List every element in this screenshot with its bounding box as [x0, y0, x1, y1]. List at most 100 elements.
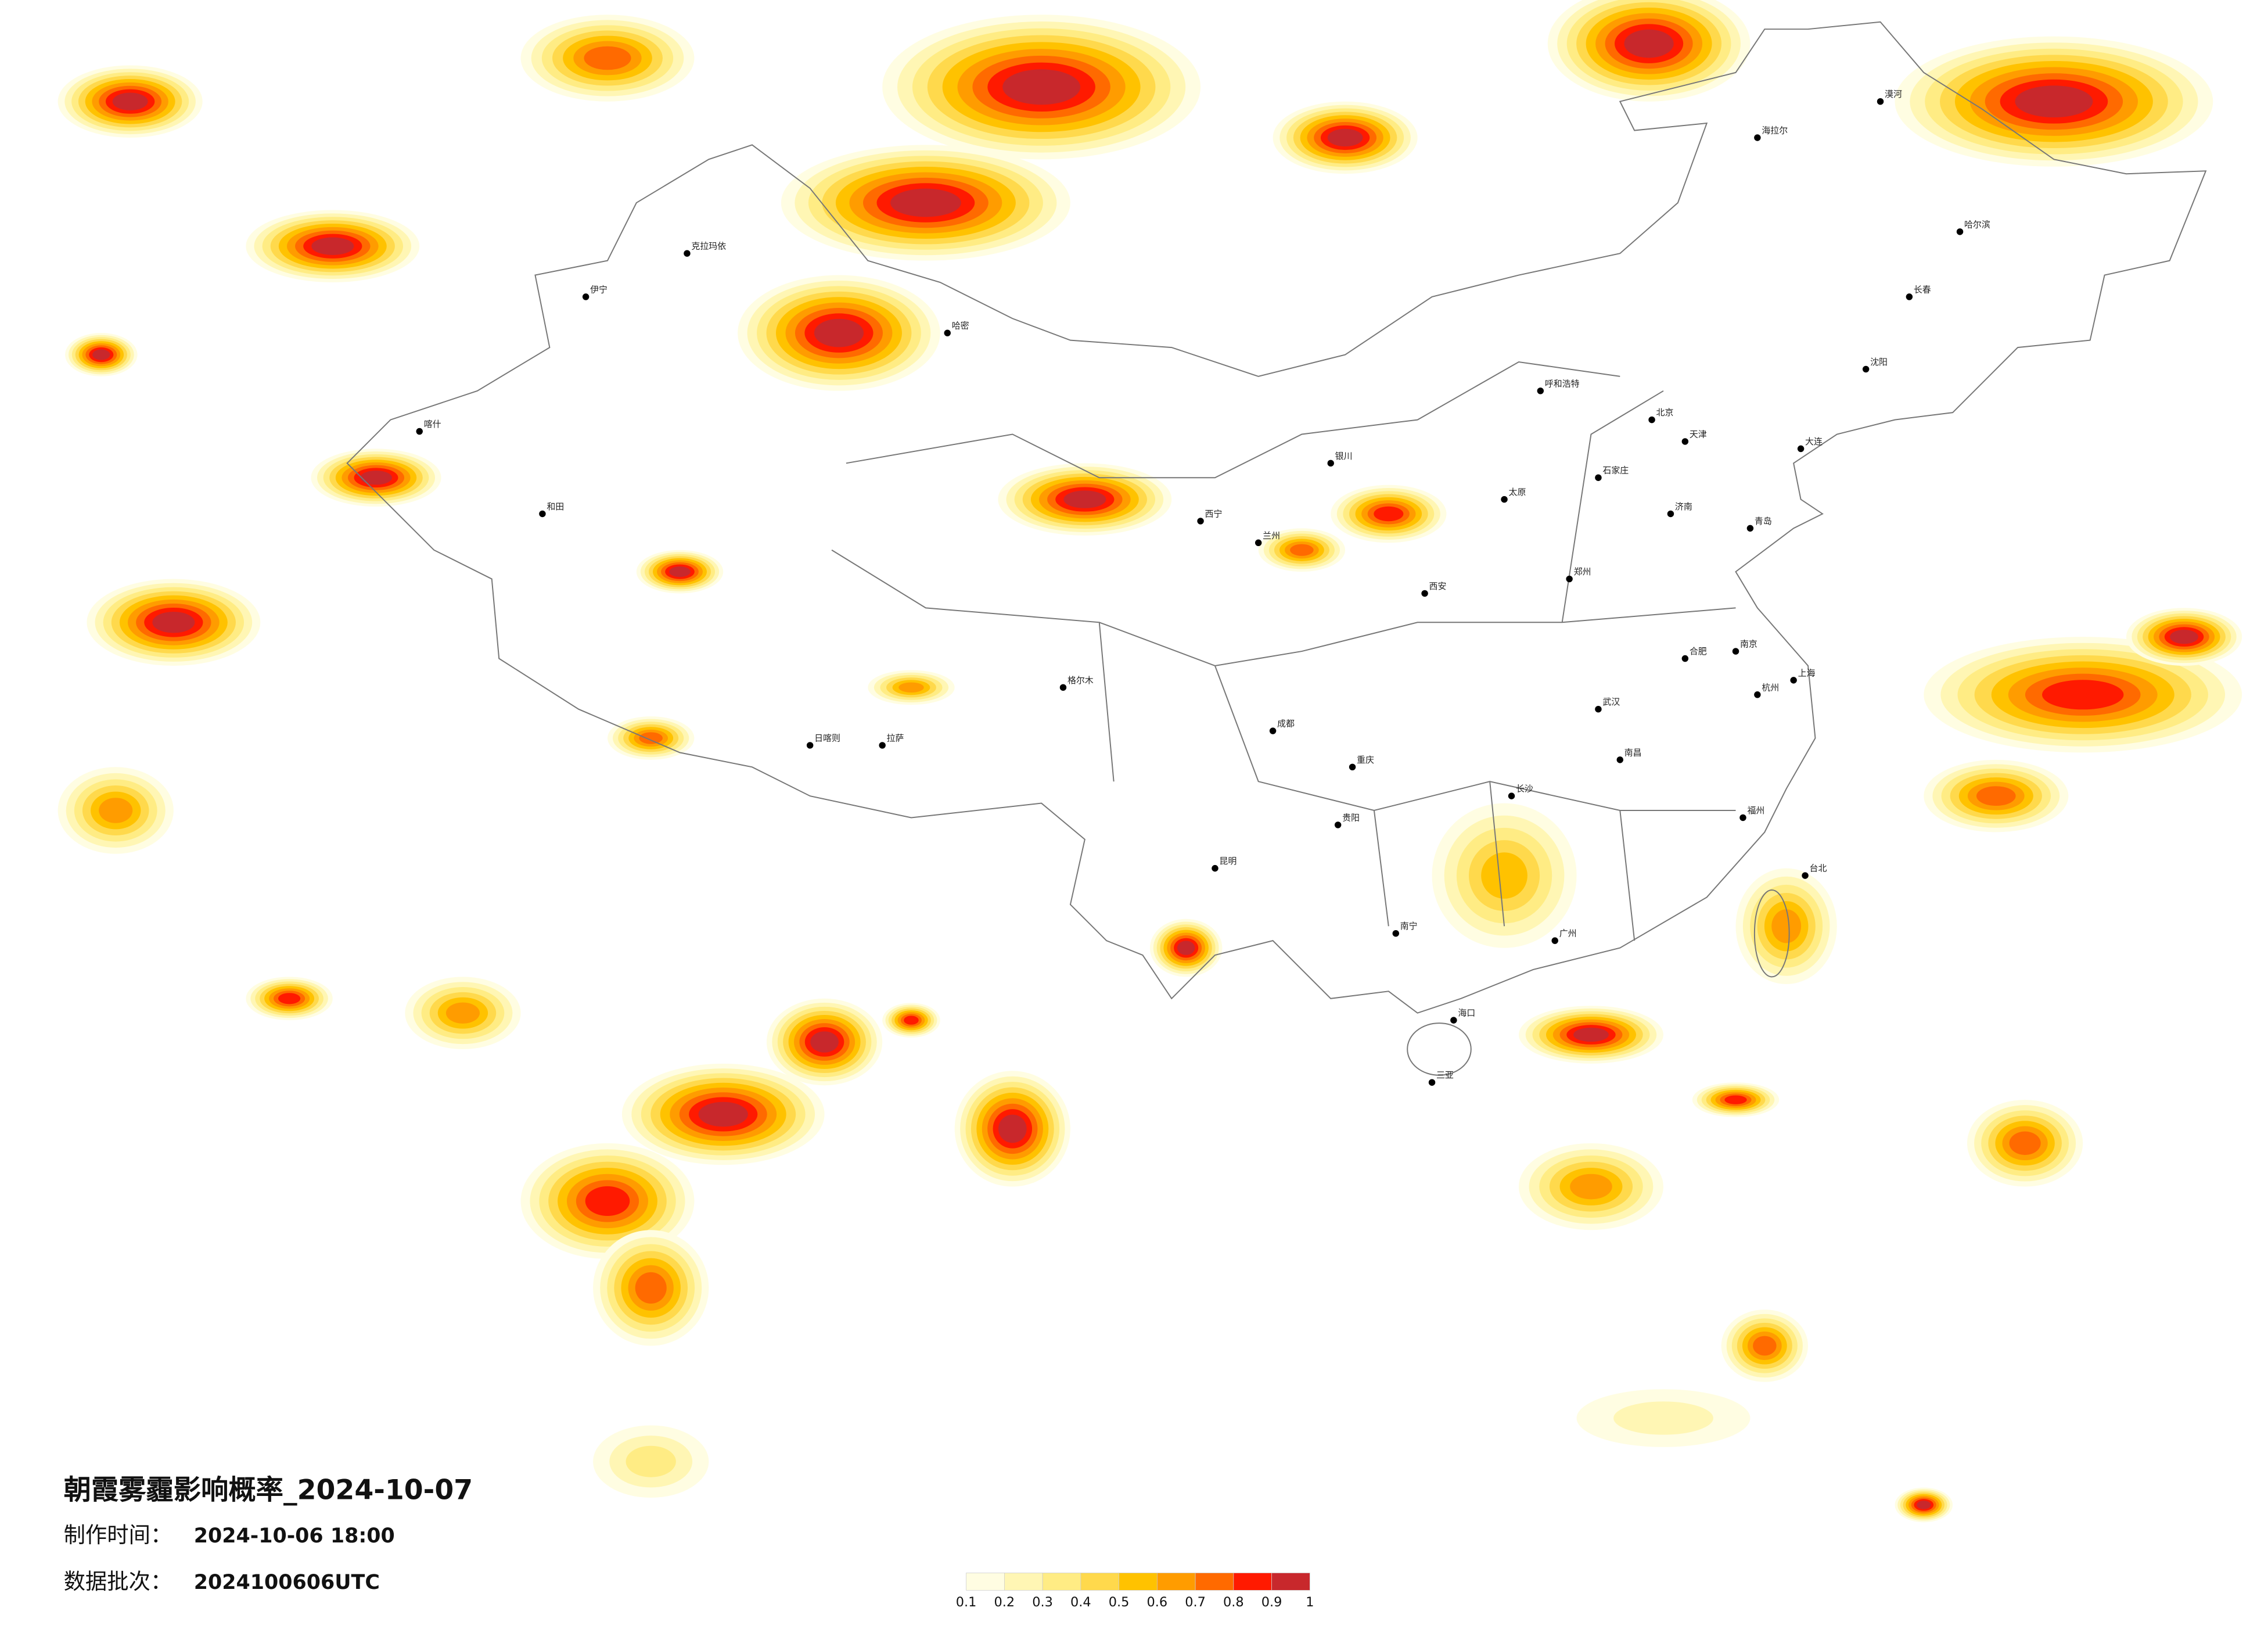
- batch-label: 数据批次：: [64, 1569, 172, 1594]
- legend-tick-label: 0.3: [1032, 1595, 1053, 1610]
- city-label: 重庆: [1357, 755, 1374, 765]
- city-label: 漠河: [1885, 89, 1902, 99]
- probability-area: [1753, 1336, 1777, 1356]
- city-dot: [1667, 510, 1674, 518]
- city-label: 南京: [1740, 639, 1757, 650]
- city-label: 昆明: [1219, 856, 1237, 866]
- city-dot: [1537, 387, 1544, 394]
- probability-area: [1624, 29, 1674, 58]
- legend-tick-label: 0.2: [994, 1595, 1015, 1610]
- city-dot: [1392, 930, 1399, 937]
- city-dot: [1956, 228, 1964, 235]
- city-label: 哈尔滨: [1964, 219, 1990, 229]
- city-label: 上海: [1798, 668, 1816, 678]
- city-dot: [944, 329, 951, 336]
- probability-area: [669, 566, 691, 577]
- legend-swatch: [1080, 1573, 1119, 1591]
- city-label: 拉萨: [887, 733, 904, 743]
- province-line: [831, 361, 1736, 941]
- city-dot: [879, 742, 886, 749]
- city-label: 青岛: [1755, 516, 1772, 526]
- city-dot: [1746, 525, 1754, 532]
- boundaries: [346, 21, 2207, 1076]
- legend-tick-label: 0.9: [1261, 1595, 1282, 1610]
- city-dot: [582, 293, 590, 300]
- city-dot: [806, 742, 814, 749]
- probability-area: [1374, 506, 1404, 522]
- probability-area: [2042, 680, 2124, 710]
- city-dot: [1595, 474, 1602, 481]
- city-label: 郑州: [1574, 566, 1591, 577]
- legend: 0.1 0.2 0.3 0.4 0.5 0.6 0.7 0.8 0.9 1: [956, 1573, 1314, 1610]
- probability-area: [2170, 629, 2198, 644]
- city-label: 贵阳: [1342, 812, 1360, 823]
- probability-area: [810, 1031, 839, 1053]
- probability-area: [1917, 1501, 1931, 1509]
- city-label: 合肥: [1690, 646, 1707, 656]
- legend-tick-label: 0.1: [956, 1595, 977, 1610]
- probability-area: [152, 611, 195, 633]
- probability-area: [360, 471, 392, 485]
- city-dot: [1754, 134, 1761, 141]
- probability-area: [1573, 1027, 1609, 1042]
- probability-area: [635, 1272, 667, 1304]
- country-outline: [346, 21, 2207, 1014]
- legend-swatch: [1156, 1573, 1196, 1591]
- probability-area: [626, 1445, 676, 1477]
- city-label: 广州: [1559, 928, 1577, 939]
- made-value: 2024-10-06 18:00: [194, 1524, 395, 1548]
- city-label: 南宁: [1400, 921, 1418, 931]
- city-label: 沈阳: [1870, 357, 1888, 367]
- city-label: 武汉: [1602, 697, 1620, 707]
- legend-swatch: [1004, 1573, 1043, 1591]
- island-outline: [1407, 1022, 1472, 1076]
- probability-area: [1613, 1401, 1713, 1435]
- city-dot: [539, 510, 546, 518]
- city-dot: [1790, 677, 1797, 684]
- island-outline: [1753, 889, 1790, 978]
- probability-area: [1290, 544, 1314, 556]
- probability-area: [112, 92, 148, 110]
- probability-area: [99, 798, 133, 823]
- city-dot: [1739, 814, 1746, 821]
- title: 朝霞雾霾影响概率_2024-10-07: [64, 1474, 473, 1506]
- city-dot: [1681, 655, 1689, 662]
- probability-area: [2015, 85, 2093, 118]
- city-dot: [1797, 445, 1805, 453]
- probability-area: [1976, 786, 2016, 806]
- city-label: 西安: [1429, 581, 1447, 591]
- probability-area: [584, 46, 631, 70]
- city-dot: [1428, 1079, 1436, 1086]
- city-label: 太原: [1509, 487, 1526, 497]
- city-label: 和田: [547, 501, 564, 512]
- city-label: 三亚: [1436, 1070, 1454, 1081]
- city-label: 伊宁: [590, 284, 608, 295]
- probability-area: [278, 993, 301, 1004]
- city-label: 长春: [1914, 284, 1931, 295]
- legend-tick-label: 0.6: [1147, 1595, 1168, 1610]
- city-label: 西宁: [1205, 508, 1223, 519]
- city-label: 南昌: [1624, 747, 1642, 758]
- probability-area: [1327, 128, 1363, 147]
- made-label: 制作时间：: [64, 1522, 172, 1548]
- city-dot: [1349, 763, 1356, 771]
- probability-area: [898, 682, 924, 693]
- probability-area: [639, 732, 663, 744]
- city-label: 福州: [1747, 805, 1764, 816]
- probability-area: [445, 1002, 480, 1024]
- city-label: 济南: [1675, 501, 1692, 512]
- city-dot: [1681, 438, 1689, 445]
- city-dot: [1197, 518, 1204, 525]
- city-label: 呼和浩特: [1545, 378, 1580, 389]
- probability-area: [998, 1114, 1027, 1143]
- legend-swatch: [1119, 1573, 1158, 1591]
- city-dot: [1732, 648, 1739, 655]
- probability-area: [585, 1186, 630, 1216]
- city-label: 北京: [1656, 407, 1674, 418]
- probability-area: [904, 1016, 919, 1025]
- city-dot: [1877, 98, 1884, 105]
- city-dot: [1595, 705, 1602, 713]
- city-label: 喀什: [424, 419, 441, 429]
- city-dot: [1327, 460, 1334, 467]
